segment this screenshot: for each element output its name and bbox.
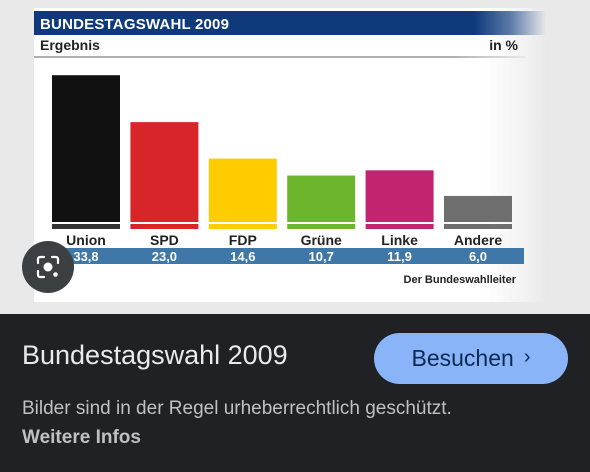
- bar-grüne: [287, 175, 356, 222]
- subtitle-rule: [34, 56, 526, 58]
- value-label: 11,9: [387, 249, 412, 264]
- category-label: FDP: [229, 232, 257, 248]
- chart-unit: in %: [489, 37, 518, 53]
- chart-subtitle: Ergebnis: [40, 37, 100, 53]
- chevron-right-icon: ›: [523, 346, 531, 368]
- result-title[interactable]: Bundestagswahl 2009: [22, 340, 288, 370]
- value-label: 14,6: [230, 249, 255, 264]
- bar-andere: [444, 195, 512, 222]
- chart-title-bar: BUNDESTAGSWAHL 2009: [34, 11, 546, 35]
- bar-base-spd: [130, 224, 199, 229]
- bar-union: [52, 75, 120, 222]
- image-preview[interactable]: BUNDESTAGSWAHL 2009 Ergebnis in % Union 3…: [0, 0, 590, 314]
- visit-button-label: Besuchen: [411, 345, 514, 371]
- value-band: [34, 248, 524, 264]
- chart-title: BUNDESTAGSWAHL 2009: [40, 16, 230, 33]
- chart-source: Der Bundeswahlleiter: [403, 274, 516, 286]
- visit-button[interactable]: Besuchen ›: [374, 333, 568, 384]
- lens-icon: [36, 255, 60, 279]
- bar-fdp: [208, 158, 277, 222]
- bar-linke: [365, 170, 434, 222]
- bar-base-andere: [444, 224, 512, 229]
- bar-base-fdp: [208, 224, 277, 229]
- info-panel: Bundestagswahl 2009 Besuchen › Bilder si…: [0, 314, 590, 472]
- category-label: Linke: [381, 232, 418, 248]
- copyright-text: Bilder sind in der Regel urheberrechtlic…: [22, 398, 452, 419]
- more-info-link[interactable]: Weitere Infos: [22, 427, 141, 448]
- lens-button[interactable]: [22, 241, 74, 293]
- category-label: Grüne: [301, 232, 342, 248]
- category-label: Union: [66, 232, 106, 248]
- value-label: 10,7: [309, 249, 334, 264]
- copyright-notice: Bilder sind in der Regel urheberrechtlic…: [22, 394, 462, 452]
- category-label: SPD: [150, 232, 179, 248]
- bar-base-union: [52, 224, 120, 229]
- value-label: 23,0: [152, 249, 177, 264]
- bar-base-grüne: [287, 224, 356, 229]
- bar-spd: [130, 122, 199, 222]
- bar-base-linke: [365, 224, 434, 229]
- value-label: 33,8: [73, 249, 98, 264]
- chart-image: BUNDESTAGSWAHL 2009 Ergebnis in % Union 3…: [34, 8, 546, 302]
- value-label: 6,0: [469, 249, 487, 264]
- category-label: Andere: [454, 232, 502, 248]
